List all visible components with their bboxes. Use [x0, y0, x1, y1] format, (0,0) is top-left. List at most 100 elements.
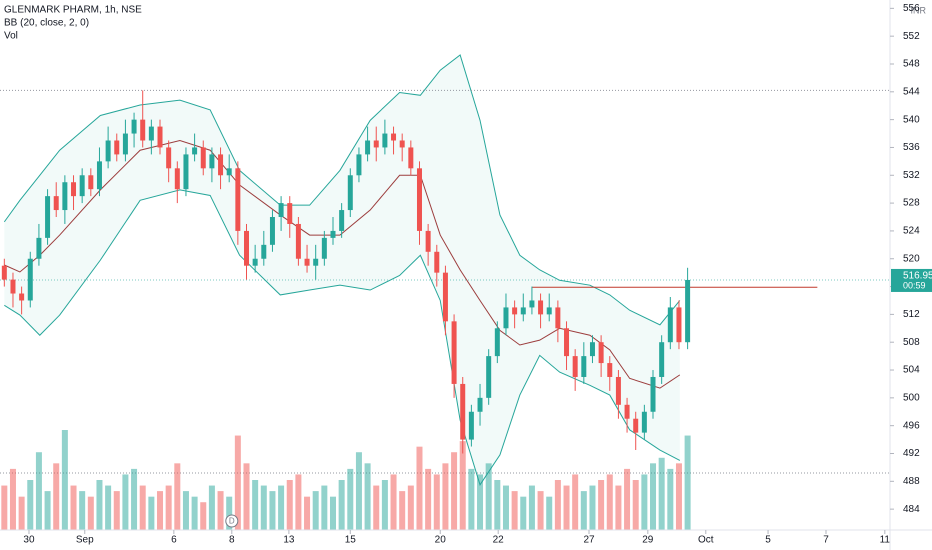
- volume-bar: [35, 452, 42, 530]
- candle-body: [356, 154, 362, 176]
- volume-bar: [407, 485, 414, 530]
- candle-body: [252, 258, 258, 266]
- candle-body: [269, 217, 275, 245]
- candle-body: [425, 230, 431, 252]
- candle-body: [330, 230, 336, 238]
- y-tick-label: 548: [903, 59, 920, 70]
- volume-bar: [546, 496, 553, 530]
- candle-body: [218, 154, 224, 176]
- volume-bar: [278, 485, 285, 530]
- candle-body: [373, 140, 379, 148]
- y-tick-label: 508: [903, 337, 920, 348]
- volume-bar: [329, 496, 336, 530]
- volume-bar: [563, 485, 570, 530]
- y-tick-label: 504: [903, 365, 920, 376]
- candle-body: [235, 168, 241, 231]
- candle-body: [624, 404, 630, 419]
- y-tick-label: 556: [903, 3, 920, 14]
- volume-bar: [295, 474, 302, 530]
- volume-bar: [451, 452, 458, 530]
- volume-bar: [502, 485, 509, 530]
- volume-bar: [355, 452, 362, 530]
- volume-bar: [675, 463, 682, 530]
- candle-body: [486, 356, 492, 398]
- volume-bar: [105, 485, 112, 530]
- candle-body: [1, 265, 7, 280]
- candle-body: [650, 376, 656, 412]
- volume-bar: [338, 480, 345, 530]
- candle-body: [36, 237, 42, 259]
- candle-body: [157, 126, 163, 148]
- volume-bar: [433, 474, 440, 530]
- candle-body: [96, 161, 102, 190]
- candle-body: [200, 147, 206, 169]
- candle-body: [633, 418, 639, 433]
- volume-bar: [364, 463, 371, 530]
- volume-bar: [416, 446, 423, 530]
- volume-bar: [390, 474, 397, 530]
- candle-body: [451, 321, 457, 384]
- volume-bar: [79, 491, 86, 530]
- candle-body: [460, 383, 466, 440]
- volume-bar: [200, 502, 207, 530]
- band-lower: [4, 189, 681, 486]
- x-tick-label: 8: [229, 535, 235, 546]
- volume-bar: [243, 463, 250, 530]
- candle-body: [71, 182, 77, 197]
- volume-bar: [234, 435, 241, 530]
- candle-body: [10, 279, 16, 294]
- candle-body: [538, 300, 544, 315]
- x-tick-label: 22: [493, 535, 505, 546]
- candle-body: [512, 307, 518, 315]
- countdown: 00:59: [903, 280, 926, 290]
- candle-body: [676, 307, 682, 343]
- candle-body: [667, 307, 673, 343]
- y-tick-label: 488: [903, 476, 920, 487]
- x-tick-label: 6: [171, 535, 177, 546]
- x-tick-label: Sep: [76, 535, 94, 546]
- candle-body: [209, 154, 215, 169]
- volume-bar: [347, 468, 354, 530]
- x-tick-label: 27: [583, 535, 595, 546]
- volume-bar: [598, 480, 605, 530]
- volume-bar: [667, 468, 674, 530]
- candle-body: [321, 237, 327, 259]
- candle-body: [174, 168, 180, 190]
- y-tick-label: 540: [903, 114, 920, 125]
- plot: D: [0, 54, 890, 530]
- candle-body: [659, 342, 665, 377]
- volume-bar: [304, 496, 311, 530]
- candle-body: [598, 342, 604, 364]
- volume-bar: [321, 485, 328, 530]
- candle-body: [226, 168, 232, 176]
- y-tick-label: 520: [903, 253, 920, 264]
- volume-bar: [485, 463, 492, 530]
- candle-body: [641, 411, 647, 433]
- volume-bar: [399, 491, 406, 530]
- candle-body: [589, 342, 595, 357]
- volume-bar: [269, 491, 276, 530]
- volume-bar: [139, 485, 146, 530]
- candle-body: [347, 175, 353, 211]
- volume-bar: [442, 463, 449, 530]
- volume-bar: [113, 491, 120, 530]
- candle-body: [45, 196, 51, 238]
- x-tick-label: 29: [642, 535, 654, 546]
- candle-body: [434, 251, 440, 273]
- candle-body: [140, 119, 146, 141]
- y-tick-label: 528: [903, 198, 920, 209]
- candle-body: [391, 133, 397, 141]
- volume-bar: [658, 457, 665, 530]
- volume-bar: [9, 468, 16, 530]
- candle-body: [399, 140, 405, 148]
- y-tick-label: 524: [903, 226, 920, 237]
- y-tick-label: 544: [903, 86, 920, 97]
- volume-bar: [27, 480, 34, 530]
- x-tick-label: 13: [283, 535, 295, 546]
- volume-bar: [122, 474, 129, 530]
- candle-body: [529, 300, 535, 308]
- candle-body: [382, 133, 388, 148]
- candle-body: [494, 328, 500, 357]
